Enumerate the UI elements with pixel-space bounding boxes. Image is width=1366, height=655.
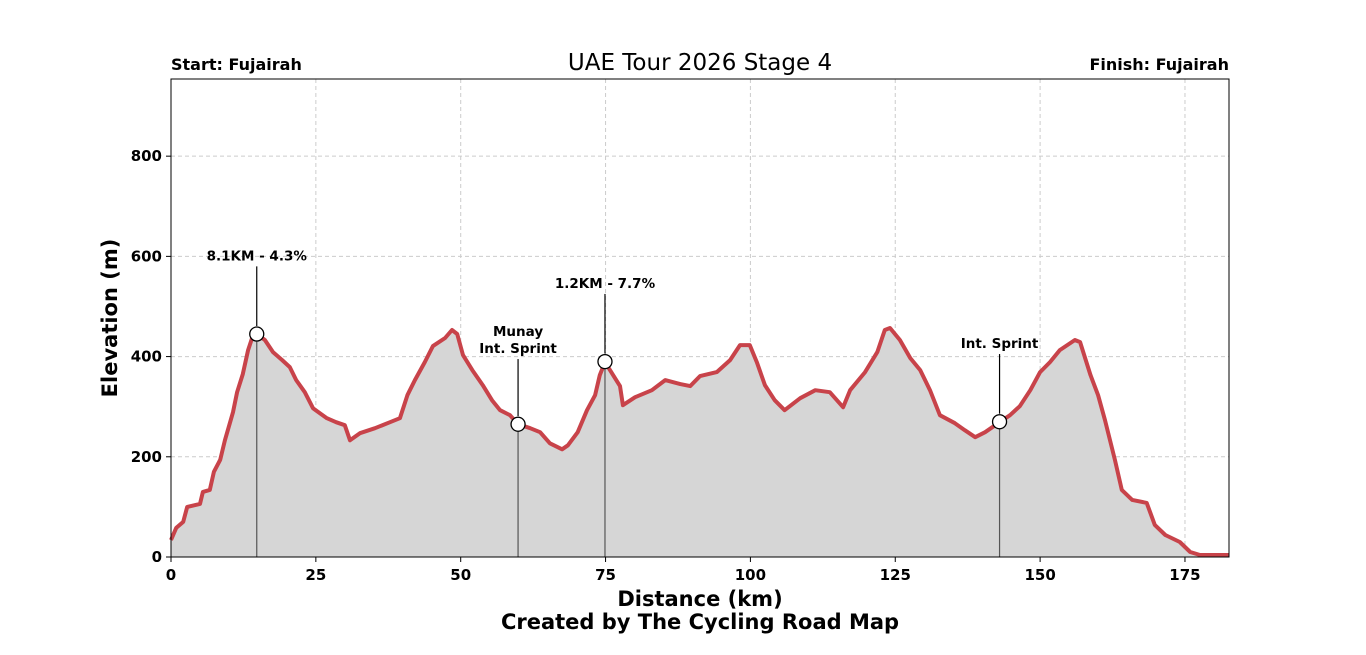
annotation-label: 8.1KM - 4.3% bbox=[207, 248, 308, 264]
x-tick-label: 175 bbox=[1169, 566, 1200, 584]
x-tick-label: 125 bbox=[880, 566, 911, 584]
x-tick-label: 0 bbox=[166, 566, 176, 584]
credit-label: Created by The Cycling Road Map bbox=[501, 610, 899, 634]
y-tick-label: 0 bbox=[152, 548, 162, 566]
annotation-marker bbox=[510, 416, 526, 432]
annotation-marker bbox=[597, 353, 613, 370]
annotation-label: 1.2KM - 7.7% bbox=[555, 276, 656, 292]
elevation-area bbox=[171, 328, 1229, 557]
annotation-marker bbox=[991, 414, 1008, 430]
annotation-label: Int. Sprint bbox=[479, 341, 557, 357]
y-tick-label: 200 bbox=[131, 448, 162, 466]
x-tick-label: 50 bbox=[450, 566, 471, 584]
x-tick-label: 100 bbox=[735, 566, 766, 584]
y-tick-label: 600 bbox=[131, 247, 162, 265]
annotation-marker bbox=[249, 326, 265, 342]
x-tick-label: 75 bbox=[595, 566, 616, 584]
annotation-lines bbox=[256, 334, 1001, 557]
y-axis-label: Elevation (m) bbox=[98, 239, 122, 398]
axis-ticks: 0 25 50 75 100 125 150 175 0 200 400 600 800 bbox=[131, 147, 1201, 584]
x-tick-label: 25 bbox=[305, 566, 326, 584]
x-tick-label: 150 bbox=[1024, 566, 1055, 584]
y-tick-label: 400 bbox=[131, 348, 162, 366]
annotation-label: Int. Sprint bbox=[961, 336, 1039, 352]
chart-title: UAE Tour 2026 Stage 4 bbox=[568, 50, 832, 76]
start-label: Start: Fujairah bbox=[171, 55, 302, 74]
elevation-line bbox=[169, 326, 1229, 557]
finish-label: Finish: Fujairah bbox=[1089, 55, 1229, 74]
x-axis-label: Distance (km) bbox=[617, 587, 782, 611]
annotation-label: Munay bbox=[493, 324, 543, 340]
plot-frame bbox=[170, 78, 1230, 558]
y-tick-label: 800 bbox=[131, 147, 162, 165]
